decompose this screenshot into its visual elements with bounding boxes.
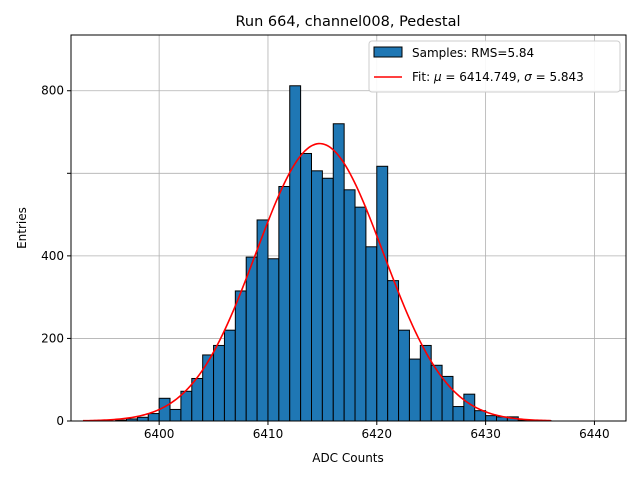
histogram-bar [180, 390, 193, 422]
histogram-bar [223, 329, 236, 422]
histogram-bar [202, 354, 215, 422]
histogram-bar [485, 415, 497, 422]
legend-histogram-swatch [373, 46, 403, 58]
histogram-bar [234, 290, 247, 422]
histogram-bar [289, 85, 302, 422]
legend: Samples: RMS=5.84 Fit: μ = 6414.749, σ =… [368, 40, 621, 93]
y-axis-label: Entries [15, 207, 29, 249]
y-tick-label: 400 [41, 249, 64, 263]
histogram-bar [452, 406, 465, 422]
histogram-bar [169, 408, 182, 422]
histogram-bar [376, 165, 389, 422]
axes-frame [70, 34, 627, 422]
x-tick-label: 6410 [253, 427, 284, 441]
histogram-bar [430, 364, 443, 422]
histogram-bar [354, 206, 367, 422]
histogram-bar [408, 358, 421, 422]
histogram-bar [332, 123, 345, 422]
legend-fit-label: Fit: μ = 6414.749, σ = 5.843 [412, 70, 584, 84]
histogram-bar [365, 246, 378, 422]
y-axis-ticks: 0 200 400 800 [41, 84, 71, 428]
histogram-bar [213, 344, 225, 422]
histogram-bar [474, 410, 487, 422]
x-tick-label: 6440 [579, 427, 610, 441]
histogram-bar [158, 397, 171, 422]
histogram-bar [267, 258, 280, 422]
x-tick-label: 6420 [362, 427, 393, 441]
histogram-bar [343, 189, 356, 422]
histogram-bar [278, 186, 291, 422]
legend-box [368, 40, 621, 93]
histogram-bar [321, 177, 334, 422]
histogram-bar [387, 280, 400, 422]
histogram-bar [147, 413, 160, 422]
histogram-bar [311, 170, 323, 422]
histogram-bar [136, 416, 149, 422]
legend-histogram-label: Samples: RMS=5.84 [412, 46, 534, 60]
histogram-bar [256, 219, 269, 422]
histogram-bar [191, 377, 204, 422]
histogram-bars [115, 85, 552, 422]
x-axis-label: ADC Counts [312, 451, 384, 465]
x-tick-label: 6400 [144, 427, 175, 441]
gaussian-fit-curve [82, 142, 551, 422]
x-tick-label: 6430 [470, 427, 501, 441]
histogram-bar [463, 393, 476, 422]
y-tick-label: 200 [41, 331, 64, 345]
histogram-bar [398, 329, 410, 422]
histogram-bar [245, 256, 258, 422]
histogram-bar [419, 344, 432, 422]
x-axis-ticks: 6400 6410 6420 6430 6440 [144, 421, 610, 441]
y-tick-label: 0 [56, 414, 64, 428]
y-tick-label: 800 [41, 84, 64, 98]
chart-title: Run 664, channel008, Pedestal [235, 14, 460, 30]
histogram-bar [300, 152, 312, 422]
